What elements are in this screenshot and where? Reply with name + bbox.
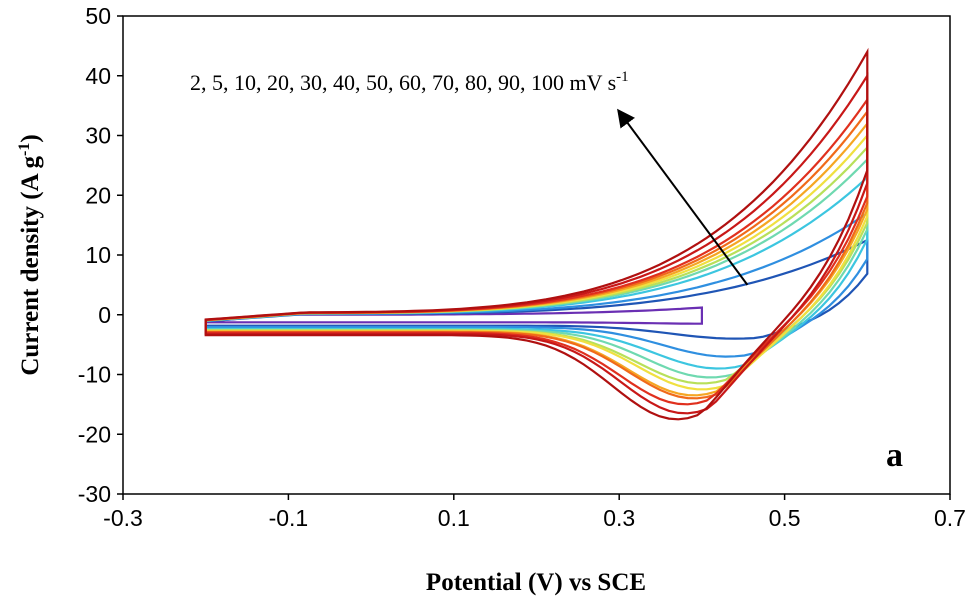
x-tick-label: 0.7 (934, 505, 966, 531)
cv-curve-100-mv-s (204, 47, 869, 421)
panel-label: a (886, 437, 903, 474)
y-tick-label: 10 (85, 242, 111, 268)
y-tick-label: 50 (85, 3, 111, 29)
plot-frame (122, 15, 951, 495)
y-tick-label: 20 (85, 182, 111, 208)
y-axis-title: Current density (A g-1) (16, 134, 44, 375)
y-tick-label: -20 (78, 421, 111, 447)
x-tick-label: 0.3 (603, 505, 635, 531)
y-tick-label: -30 (78, 481, 111, 507)
y-tick-label: 0 (98, 302, 111, 328)
x-tick-label: -0.1 (269, 505, 309, 531)
x-tick-label: 0.5 (769, 505, 801, 531)
x-axis-title: Potential (V) vs SCE (426, 569, 646, 596)
scan-rate-annotation: 2, 5, 10, 20, 30, 40, 50, 60, 70, 80, 90… (190, 69, 629, 95)
y-tick-label: 40 (85, 63, 111, 89)
y-tick-label: -10 (78, 362, 111, 388)
y-tick-label: 30 (85, 123, 111, 149)
cv-curves (204, 47, 869, 421)
y-tick-group: -30 -20 -10 0 10 20 30 40 50 (78, 3, 123, 507)
x-tick-group: -0.3 -0.1 0.1 0.3 0.5 0.7 (103, 494, 966, 531)
trend-arrow (617, 108, 749, 286)
x-tick-label: -0.3 (103, 505, 143, 531)
x-tick-label: 0.1 (438, 505, 470, 531)
